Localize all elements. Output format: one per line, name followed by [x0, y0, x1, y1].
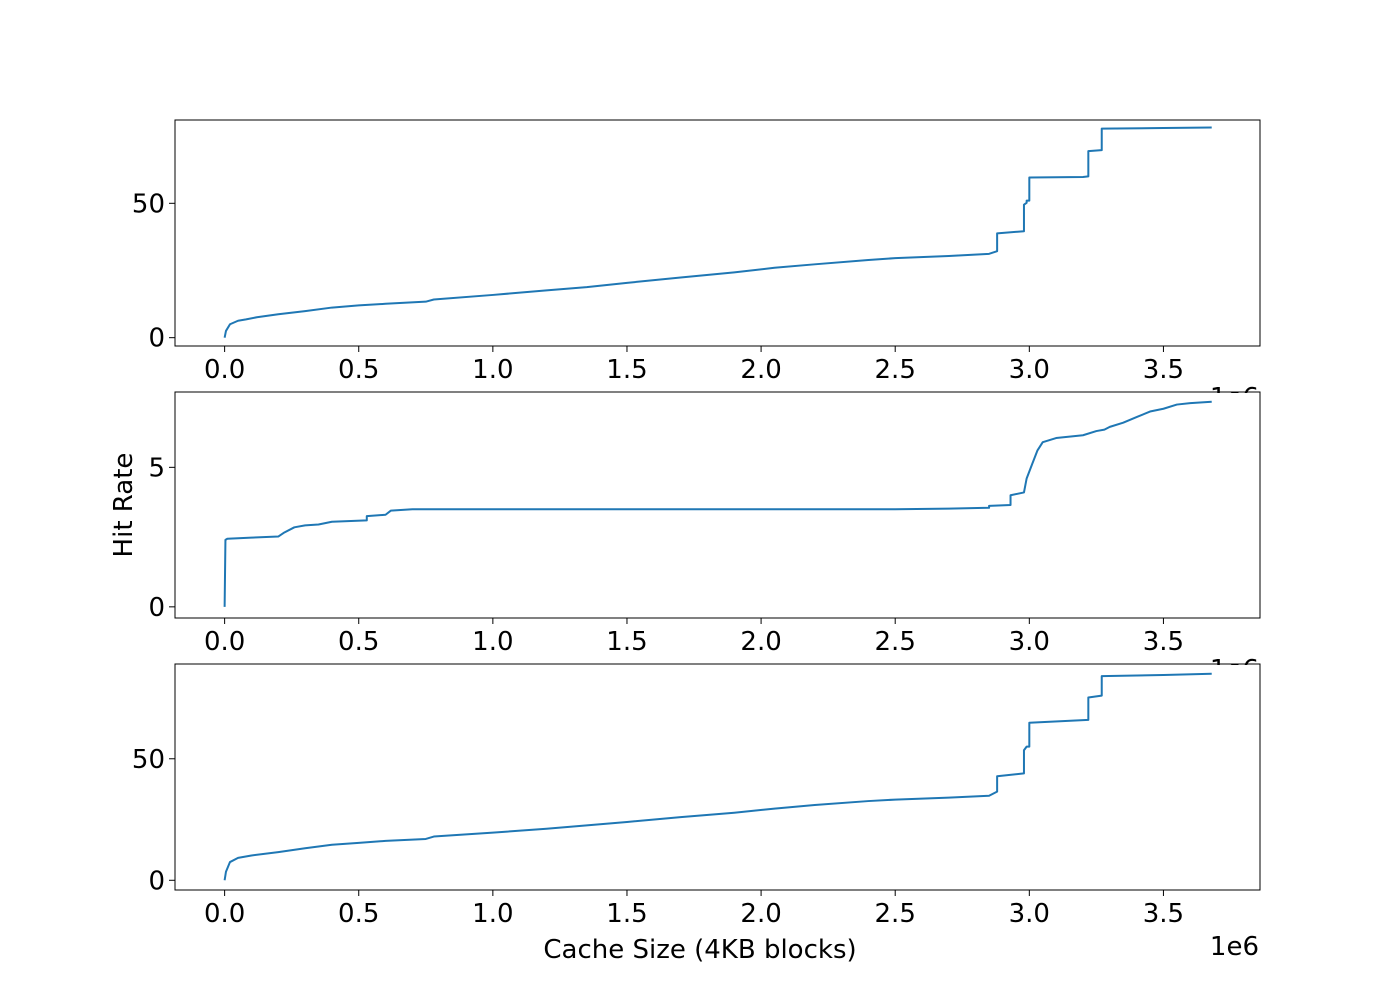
x-tick-label: 0.0 [204, 355, 245, 385]
y-tick-label: 0 [148, 324, 165, 354]
plot-area-middle [174, 391, 1261, 619]
y-tick-label: 0 [148, 593, 165, 623]
x-tick-label: 2.0 [740, 899, 781, 929]
plot-area-bottom [174, 663, 1261, 891]
y-tick-label: 50 [132, 189, 165, 219]
subplot-middle: 0.0 0.5 1.0 1.5 2.0 2.5 3.0 3.5 05 [148, 391, 1261, 657]
x-offset-label: 1e6 [1210, 932, 1259, 962]
x-tick-label: 3.0 [1009, 627, 1050, 657]
x-ticks-top: 0.0 0.5 1.0 1.5 2.0 2.5 3.0 3.5 [204, 346, 1184, 385]
x-tick-label: 2.5 [875, 355, 916, 385]
x-tick-label: 2.5 [875, 899, 916, 929]
y-ticks-middle: 05 [148, 453, 175, 623]
x-tick-label: 2.0 [740, 627, 781, 657]
series-line-top-0 [223, 126, 1212, 338]
x-tick-label: 1.5 [606, 627, 647, 657]
y-tick-label: 50 [132, 745, 165, 775]
x-tick-label: 3.5 [1143, 627, 1184, 657]
x-axis-label: Cache Size (4KB blocks) [543, 935, 856, 965]
x-tick-label: 3.0 [1009, 899, 1050, 929]
series-line-middle-0 [223, 400, 1212, 607]
y-axis-label: Hit Rate [109, 453, 139, 558]
x-tick-label: 3.0 [1009, 355, 1050, 385]
y-tick-label: 5 [148, 453, 165, 483]
axes-frame-top [174, 119, 1261, 347]
x-ticks-bottom: 0.0 0.5 1.0 1.5 2.0 2.5 3.0 3.5 [204, 890, 1184, 929]
x-tick-label: 1.0 [472, 899, 513, 929]
axes-frame-middle [174, 391, 1261, 619]
x-tick-label: 0.0 [204, 627, 245, 657]
x-tick-label: 0.0 [204, 899, 245, 929]
clipped-offset-top: 1e6 [1210, 383, 1259, 413]
x-ticks-middle: 0.0 0.5 1.0 1.5 2.0 2.5 3.0 3.5 [204, 618, 1184, 657]
clipped-offset-middle: 1e6 [1210, 655, 1259, 685]
x-tick-label: 0.5 [338, 355, 379, 385]
y-ticks-top: 0 50 [132, 189, 175, 354]
axes-frame-bottom [174, 663, 1261, 891]
x-tick-label: 0.5 [338, 627, 379, 657]
x-tick-label: 3.5 [1143, 355, 1184, 385]
offset-label-top: 1e6 [1210, 383, 1259, 413]
plot-area-top [174, 119, 1261, 347]
offset-label-middle: 1e6 [1210, 655, 1259, 685]
x-tick-label: 1.5 [606, 355, 647, 385]
x-tick-label: 1.0 [472, 627, 513, 657]
series-line-bottom-0 [223, 672, 1212, 881]
x-tick-label: 1.5 [606, 899, 647, 929]
x-tick-label: 2.5 [875, 627, 916, 657]
y-tick-label: 0 [148, 866, 165, 896]
x-tick-label: 0.5 [338, 899, 379, 929]
x-tick-label: 3.5 [1143, 899, 1184, 929]
x-tick-label: 2.0 [740, 355, 781, 385]
y-ticks-bottom: 0 50 [132, 745, 175, 896]
subplot-bottom: 0.0 0.5 1.0 1.5 2.0 2.5 3.0 3.5 0 50 [132, 663, 1261, 929]
x-tick-label: 1.0 [472, 355, 513, 385]
subplot-top: 0.0 0.5 1.0 1.5 2.0 2.5 3.0 3.5 0 50 [132, 119, 1261, 385]
